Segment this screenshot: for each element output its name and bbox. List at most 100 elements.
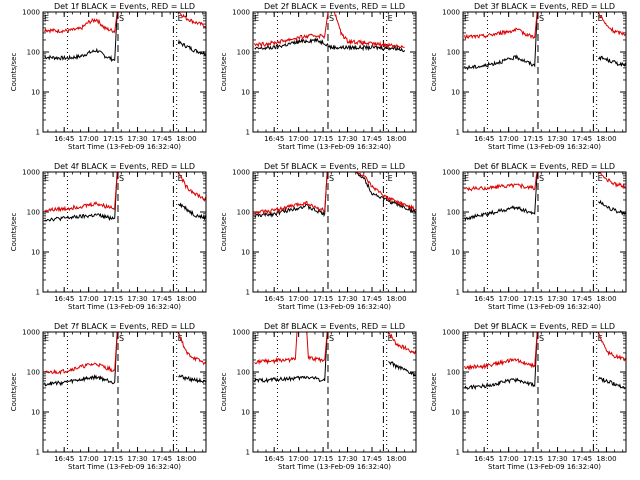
y-tick-label: 1 xyxy=(246,289,250,297)
x-tick-label: 17:30 xyxy=(547,295,567,303)
events-series-line xyxy=(464,172,538,221)
lld-series-line xyxy=(177,172,206,203)
panel-9: Det 9f BLACK = Events, RED = LLD 1 10 100 10… xyxy=(430,322,627,471)
marker-label: S xyxy=(539,334,544,343)
x-tick-label: 17:15 xyxy=(103,295,123,303)
lld-series-line xyxy=(44,12,118,34)
panel-title: Det 5f BLACK = Events, RED = LLD xyxy=(264,162,405,171)
y-tick-label: 100 xyxy=(447,49,460,57)
panel-6: Det 6f BLACK = Events, RED = LLD 1 10 100 10… xyxy=(430,162,627,311)
y-tick-label: 1 xyxy=(36,449,40,457)
events-series-line xyxy=(597,199,626,216)
lld-series-line xyxy=(44,332,154,376)
y-axis-label: Counts/sec xyxy=(220,373,228,412)
y-tick-label: 1000 xyxy=(232,9,250,17)
marker-label: E xyxy=(44,14,49,23)
y-axis-label: Counts/sec xyxy=(220,53,228,92)
marker-label: E xyxy=(598,174,603,183)
y-tick-label: 1 xyxy=(456,289,460,297)
x-tick-label: 18:00 xyxy=(386,295,406,303)
plot-frame xyxy=(462,171,627,293)
x-tick-label: 17:15 xyxy=(313,295,333,303)
plot-frame xyxy=(252,11,417,133)
events-series-line xyxy=(388,361,416,377)
events-series-line xyxy=(178,374,206,384)
y-tick-label: 10 xyxy=(451,89,460,97)
y-tick-label: 1000 xyxy=(232,169,250,177)
panel-4: Det 4f BLACK = Events, RED = LLD 1 10 100 10… xyxy=(10,162,207,311)
x-axis-label: Start Time (13-Feb-09 16:32:40) xyxy=(488,463,601,471)
y-tick-label: 100 xyxy=(237,369,250,377)
lld-series-line xyxy=(254,332,328,366)
marker-label: E xyxy=(464,174,469,183)
x-tick-label: 16:45 xyxy=(54,135,74,143)
y-axis-label: Counts/sec xyxy=(430,213,438,252)
lld-series-line xyxy=(464,172,538,192)
x-tick-label: 17:15 xyxy=(313,135,333,143)
x-axis-label: Start Time (13-Feb-09 16:32:40) xyxy=(278,303,391,311)
events-series-line xyxy=(254,332,328,384)
y-tick-label: 1 xyxy=(246,129,250,137)
marker-label: E xyxy=(388,334,393,343)
x-tick-label: 17:45 xyxy=(572,295,592,303)
x-tick-label: 17:45 xyxy=(362,295,382,303)
plot-frame xyxy=(462,11,627,133)
plot-frame xyxy=(252,331,417,453)
y-tick-label: 1 xyxy=(246,449,250,457)
lld-series-line xyxy=(387,332,416,355)
x-tick-label: 18:00 xyxy=(386,135,406,143)
marker-label: E xyxy=(44,334,49,343)
y-tick-label: 1 xyxy=(456,449,460,457)
events-series-line xyxy=(177,39,206,56)
y-axis-label: Counts/sec xyxy=(10,53,18,92)
x-tick-label: 17:00 xyxy=(499,455,519,463)
events-series-line xyxy=(254,172,416,218)
y-tick-label: 100 xyxy=(447,209,460,217)
x-tick-label: 17:00 xyxy=(289,135,309,143)
marker-label: S xyxy=(539,14,544,23)
panel-title: Det 1f BLACK = Events, RED = LLD xyxy=(54,2,195,11)
x-tick-label: 17:00 xyxy=(289,295,309,303)
events-series-line xyxy=(44,332,118,387)
y-tick-label: 1000 xyxy=(22,169,40,177)
x-tick-label: 17:00 xyxy=(79,295,99,303)
marker-label: S xyxy=(119,174,124,183)
plot-frame xyxy=(462,331,627,453)
y-tick-label: 10 xyxy=(241,409,250,417)
y-tick-label: 100 xyxy=(237,209,250,217)
x-axis-label: Start Time (13-Feb-09 16:32:40) xyxy=(278,463,391,471)
events-series-line xyxy=(44,172,118,222)
y-tick-label: 1000 xyxy=(442,9,460,17)
x-tick-label: 16:45 xyxy=(264,295,284,303)
lld-series-line xyxy=(254,12,405,49)
y-tick-label: 10 xyxy=(241,249,250,257)
marker-label: E xyxy=(388,14,393,23)
x-tick-label: 16:45 xyxy=(264,135,284,143)
y-tick-label: 100 xyxy=(447,369,460,377)
x-tick-label: 17:15 xyxy=(313,455,333,463)
x-tick-label: 17:30 xyxy=(337,135,357,143)
x-tick-label: 18:00 xyxy=(596,295,616,303)
panel-3: Det 3f BLACK = Events, RED = LLD 1 10 100 10… xyxy=(430,2,627,151)
x-tick-label: 17:45 xyxy=(362,135,382,143)
panel-title: Det 6f BLACK = Events, RED = LLD xyxy=(474,162,615,171)
x-tick-label: 17:45 xyxy=(572,135,592,143)
x-tick-label: 17:00 xyxy=(79,455,99,463)
panel-title: Det 4f BLACK = Events, RED = LLD xyxy=(54,162,195,171)
marker-label: E xyxy=(254,334,259,343)
lld-series-line xyxy=(254,172,416,216)
y-tick-label: 1000 xyxy=(22,9,40,17)
marker-label: E xyxy=(44,174,49,183)
y-tick-label: 1 xyxy=(36,129,40,137)
marker-label: E xyxy=(178,14,183,23)
lld-series-line xyxy=(597,332,626,362)
x-tick-label: 16:45 xyxy=(54,295,74,303)
x-tick-label: 16:45 xyxy=(474,455,494,463)
panel-1: Det 1f BLACK = Events, RED = LLD 1 10 100 10… xyxy=(10,2,207,151)
lld-series-line xyxy=(464,332,538,371)
marker-label: E xyxy=(598,334,603,343)
events-series-line xyxy=(44,12,118,63)
marker-label: E xyxy=(464,14,469,23)
x-tick-label: 17:15 xyxy=(523,135,543,143)
